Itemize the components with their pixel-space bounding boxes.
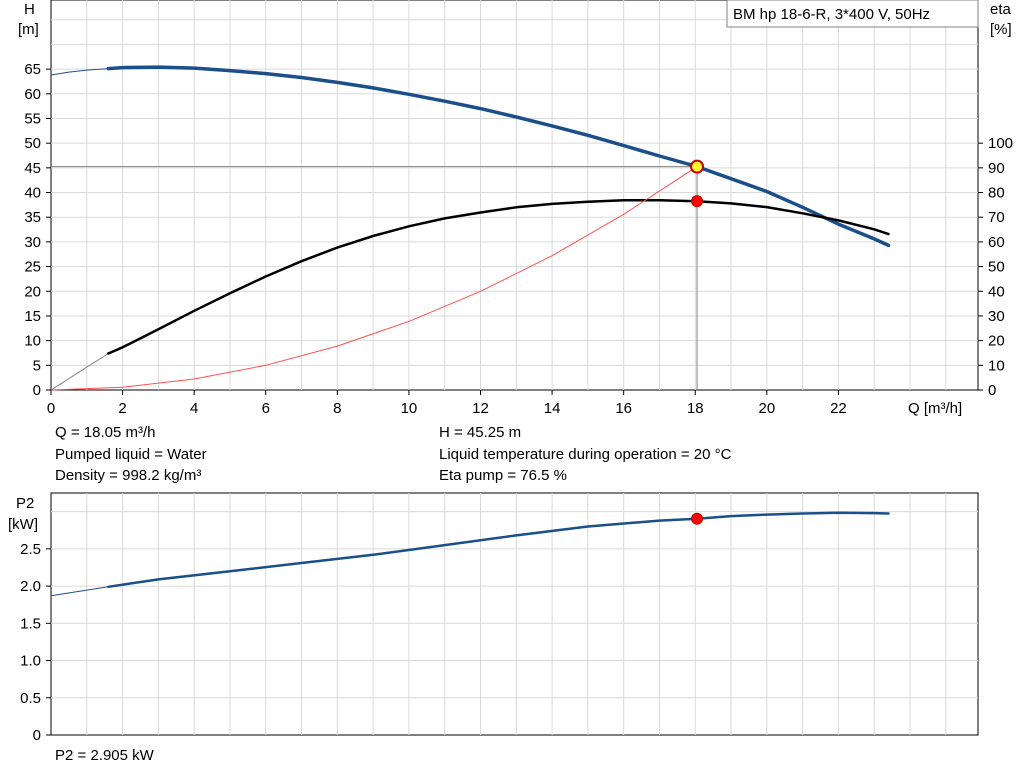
x-tick-label: 16 bbox=[615, 400, 632, 417]
y2-tick-label: 100 bbox=[988, 135, 1013, 152]
y-tick-label: 1.0 bbox=[20, 653, 41, 670]
top-axes: 0 2 4 6 8 10 12 14 16 18 20 22 0 5 10 15 20 25 30 35 40 45 50 5… bbox=[24, 61, 1013, 417]
y-tick-label: 65 bbox=[24, 61, 41, 78]
x-tick-label: 10 bbox=[401, 400, 418, 417]
info-temp: Liquid temperature during operation = 20… bbox=[439, 446, 732, 463]
x-tick-label: 0 bbox=[47, 400, 55, 417]
y2-tick-label: 40 bbox=[988, 283, 1005, 300]
bottom-grid bbox=[51, 493, 978, 735]
y2-tick-label: 10 bbox=[988, 357, 1005, 374]
y-tick-label: 2.0 bbox=[20, 578, 41, 595]
info-eta: Eta pump = 76.5 % bbox=[439, 467, 567, 484]
y2-tick-label: 80 bbox=[988, 185, 1005, 202]
x-tick-label: 20 bbox=[758, 400, 775, 417]
y-axis-label-p2-unit: [kW] bbox=[8, 516, 38, 533]
y2-tick-label: 20 bbox=[988, 333, 1005, 350]
x-tick-label: 4 bbox=[190, 400, 198, 417]
y-tick-label: 10 bbox=[24, 333, 41, 350]
system-curve bbox=[50, 166, 698, 391]
y-tick-label: 0 bbox=[33, 382, 41, 399]
top-grid bbox=[51, 0, 978, 390]
y2-tick-label: 70 bbox=[988, 209, 1005, 226]
y2-axis-label-eta-unit: [%] bbox=[990, 21, 1012, 38]
y-tick-label: 5 bbox=[33, 357, 41, 374]
y-tick-label: 1.5 bbox=[20, 615, 41, 632]
p2-operating-point bbox=[691, 512, 704, 525]
y2-tick-label: 90 bbox=[988, 160, 1005, 177]
info-liquid: Pumped liquid = Water bbox=[55, 446, 207, 463]
y2-tick-label: 60 bbox=[988, 234, 1005, 251]
x-tick-label: 18 bbox=[687, 400, 704, 417]
top-series bbox=[50, 65, 891, 391]
x-axis-label-q: Q [m³/h] bbox=[908, 400, 962, 417]
eta-operating-point bbox=[691, 195, 704, 208]
info-density: Density = 998.2 kg/m³ bbox=[55, 467, 202, 484]
head-curve bbox=[106, 65, 891, 248]
y-tick-label: 35 bbox=[24, 209, 41, 226]
x-tick-label: 6 bbox=[262, 400, 270, 417]
head-curve-extension bbox=[50, 68, 109, 76]
power-curve bbox=[107, 511, 890, 589]
y-tick-label: 40 bbox=[24, 185, 41, 202]
head-operating-point bbox=[690, 159, 705, 174]
title-box-text: BM hp 18-6-R, 3*400 V, 50Hz bbox=[733, 6, 930, 23]
y-tick-label: 60 bbox=[24, 86, 41, 103]
x-tick-label: 12 bbox=[472, 400, 489, 417]
info-p2: P2 = 2.905 kW bbox=[55, 747, 154, 764]
info-q: Q = 18.05 m³/h bbox=[55, 424, 156, 441]
y-tick-label: 0 bbox=[33, 727, 41, 744]
y2-tick-label: 0 bbox=[988, 382, 996, 399]
y-tick-label: 15 bbox=[24, 308, 41, 325]
bottom-plot-area bbox=[50, 492, 979, 736]
bottom-series bbox=[50, 511, 890, 597]
x-tick-label: 8 bbox=[333, 400, 341, 417]
y2-tick-label: 30 bbox=[988, 308, 1005, 325]
top-plot-area bbox=[50, 0, 979, 391]
y-axis-label-h-unit: [m] bbox=[18, 21, 39, 38]
y2-tick-label: 50 bbox=[988, 259, 1005, 276]
x-tick-label: 2 bbox=[118, 400, 126, 417]
y-tick-label: 50 bbox=[24, 135, 41, 152]
y-tick-label: 2.5 bbox=[20, 541, 41, 558]
y-axis-label-h: H bbox=[24, 1, 35, 18]
y2-axis-label-eta: eta bbox=[990, 1, 1012, 18]
y-axis-label-p2: P2 bbox=[16, 495, 34, 512]
y-tick-label: 25 bbox=[24, 259, 41, 276]
power-curve-extension bbox=[50, 586, 109, 597]
bottom-axes: 0 0.5 1.0 1.5 2.0 2.5 bbox=[20, 541, 51, 744]
title-box bbox=[726, 0, 979, 28]
x-tick-label: 22 bbox=[830, 400, 847, 417]
info-h: H = 45.25 m bbox=[439, 424, 522, 441]
y-tick-label: 0.5 bbox=[20, 690, 41, 707]
y-tick-label: 20 bbox=[24, 283, 41, 300]
y-tick-label: 55 bbox=[24, 110, 41, 127]
y-tick-label: 45 bbox=[24, 160, 41, 177]
y-tick-label: 30 bbox=[24, 234, 41, 251]
efficiency-curve-extension bbox=[50, 353, 109, 391]
x-tick-label: 14 bbox=[544, 400, 561, 417]
efficiency-curve bbox=[107, 198, 890, 355]
